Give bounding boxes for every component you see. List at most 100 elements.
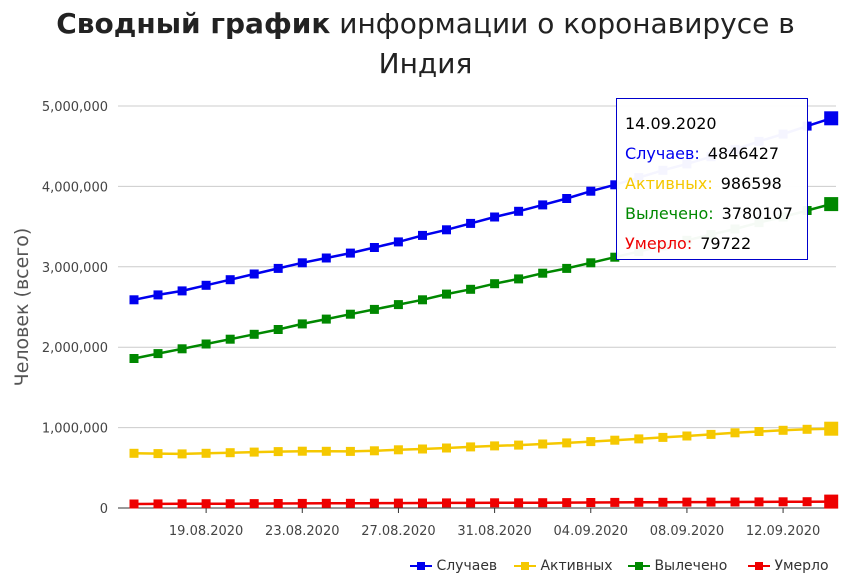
point-1-29 [824,421,839,436]
point-3-2 [177,499,187,509]
point-0-2 [177,286,187,296]
point-1-7 [297,446,307,456]
x-tick-label-3: 31.08.2020 [457,524,531,539]
point-0-1 [153,290,163,300]
point-0-7 [297,258,307,268]
y-tick-label-2: 2,000,000 [42,341,108,356]
point-0-19 [586,186,596,196]
point-2-10 [369,304,379,314]
tooltip-row-cases: Случаев: 4846427 [625,139,799,169]
point-1-13 [442,443,451,453]
point-3-29 [824,494,839,509]
tooltip-value-active: 986598 [720,174,782,193]
point-3-24 [706,497,716,507]
x-tick-label-6: 12.09.2020 [746,524,820,539]
point-3-16 [514,498,524,508]
x-tick-label-0: 19.08.2020 [169,524,243,539]
x-tick-label-4: 04.09.2020 [554,524,628,539]
chart-title-rest: информации о коронавирусе в [330,7,795,40]
point-2-6 [273,325,283,334]
point-0-14 [466,218,476,228]
point-0-8 [321,253,331,263]
tooltip-row-recovered: Вылечено: 3780107 [625,199,799,229]
point-3-7 [297,498,307,508]
point-3-27 [778,497,788,507]
tooltip-label-active: Активных: [625,174,713,193]
tooltip-row-deaths: Умерло: 79722 [625,229,799,259]
point-1-18 [562,438,572,448]
point-3-12 [418,498,427,508]
legend-label-active: Активных [540,558,613,574]
point-3-15 [490,498,500,508]
point-1-2 [177,449,187,459]
point-0-13 [442,225,451,235]
y-tick-label-1: 1,000,000 [42,422,108,437]
point-3-22 [658,497,668,507]
point-3-1 [153,499,163,509]
point-3-28 [802,497,812,507]
point-3-23 [682,497,692,507]
point-2-2 [177,344,187,354]
legend-item-active[interactable]: Активных [514,558,612,574]
point-3-0 [129,499,139,509]
point-3-4 [225,499,235,509]
point-2-4 [225,334,235,344]
series-line-3 [133,500,832,506]
point-2-16 [514,274,524,284]
point-3-17 [538,498,548,508]
point-0-4 [225,275,235,285]
point-2-19 [586,258,596,268]
point-3-11 [393,498,403,508]
point-3-18 [562,498,572,508]
x-tick-label-1: 23.08.2020 [265,524,339,539]
tooltip-label-deaths: Умерло: [625,234,693,253]
point-0-10 [369,243,379,252]
legend-item-deaths[interactable]: Умерло [748,558,829,574]
point-2-8 [321,314,331,324]
series-1 [129,421,839,459]
point-1-21 [634,434,644,444]
x-tick-label-5: 08.09.2020 [650,524,724,539]
legend-label-deaths: Умерло [774,558,829,574]
point-2-1 [153,349,163,359]
point-1-4 [225,448,235,458]
point-1-6 [273,447,283,457]
data-tooltip: 14.09.2020 Случаев: 4846427 Активных: 9865… [616,98,808,260]
point-0-16 [514,206,524,216]
point-2-11 [393,300,403,310]
point-2-15 [490,279,500,289]
point-2-14 [466,284,476,294]
legend-item-cases[interactable]: Случаев [410,558,497,574]
point-1-23 [682,431,692,441]
series-3 [129,494,839,509]
legend-swatch-cases [410,562,432,570]
chart-title-bold: Сводный график [56,7,331,40]
legend-item-recovered[interactable]: Вылечено [628,558,727,574]
point-3-10 [369,498,379,508]
point-2-29 [824,197,839,212]
point-1-16 [514,440,524,450]
point-1-10 [369,446,379,456]
point-2-0 [129,354,139,363]
point-3-8 [321,498,331,508]
point-2-5 [249,329,259,339]
point-2-7 [297,319,307,329]
point-3-19 [586,498,596,507]
tooltip-date: 14.09.2020 [625,114,717,133]
y-tick-label-4: 4,000,000 [42,180,108,195]
x-tick-label-2: 27.08.2020 [361,524,435,539]
tooltip-value-deaths: 79722 [700,234,752,253]
point-2-12 [418,295,427,305]
point-1-22 [658,432,668,442]
point-1-28 [802,424,812,434]
point-3-21 [634,497,644,507]
point-1-19 [586,437,596,447]
point-2-20 [610,252,620,262]
point-1-27 [778,425,788,435]
point-1-24 [706,429,716,439]
point-0-11 [393,237,403,247]
point-0-6 [273,263,283,273]
series-line-1 [133,427,832,456]
legend-swatch-active [514,562,536,570]
